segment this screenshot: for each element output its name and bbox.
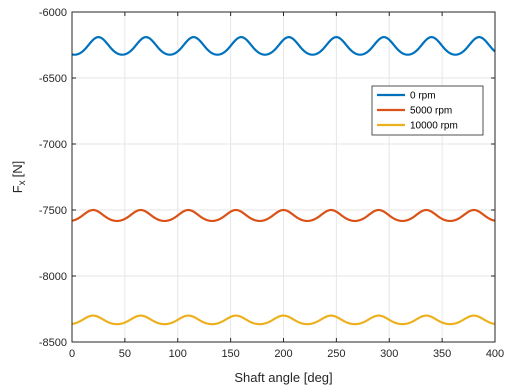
legend-label: 10000 rpm [410,121,458,132]
x-tick-label: 350 [433,348,451,360]
y-tick-label: -8000 [39,271,67,283]
legend-label: 5000 rpm [410,106,452,117]
y-tick-label: -7500 [39,205,67,217]
y-tick-label: -6500 [39,73,67,85]
series-line [71,314,496,326]
y-axis-label: Fx [N] [10,161,28,194]
legend: 0 rpm 5000 rpm 10000 rpm [371,85,484,136]
series-line [71,35,496,56]
tick-marks [71,11,496,343]
series-group [71,35,496,326]
x-axis-label: Shaft angle [deg] [234,370,332,385]
x-tick-label: 300 [380,348,398,360]
y-axis-label-symbol: F [10,185,25,193]
x-tick-label: 50 [119,348,131,360]
y-axis-label-subscript: x [17,180,28,185]
series-line [71,208,496,223]
x-tick-label: 100 [169,348,187,360]
x-tick-label: 400 [486,348,504,360]
x-tick-label: 200 [274,348,292,360]
x-tick-label: 150 [221,348,239,360]
y-tick-label: -7000 [39,139,67,151]
legend-label: 0 rpm [410,91,436,102]
y-tick-label: -8500 [39,337,67,349]
x-tick-label: 0 [69,348,75,360]
tick-labels: 0 50 100 150 200 250 300 350 400 -6000 -6500 -7000 -… [39,7,504,360]
y-axis-label-unit: [N] [10,161,25,178]
y-tick-label: -6000 [39,7,67,19]
x-tick-label: 250 [327,348,345,360]
